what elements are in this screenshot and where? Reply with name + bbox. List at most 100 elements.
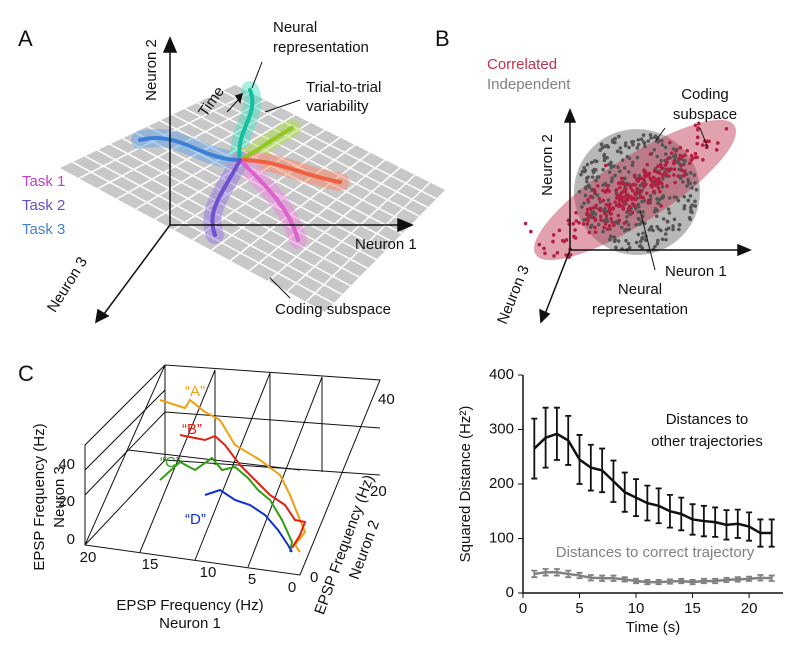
dot (612, 235, 617, 240)
dot (588, 206, 593, 211)
error-bar (553, 568, 560, 577)
error-bar (542, 406, 549, 469)
dot (648, 152, 653, 157)
dot (585, 217, 589, 222)
dot (627, 245, 632, 250)
dot (635, 155, 640, 160)
dot (693, 123, 698, 128)
error-bar (678, 496, 685, 532)
plane-grid (97, 149, 352, 287)
dot (627, 145, 631, 150)
dot (659, 196, 664, 200)
dot (609, 179, 614, 184)
tick-label: 20 (58, 493, 75, 510)
error-bar (553, 406, 560, 461)
dot (586, 175, 590, 180)
dot (678, 145, 683, 150)
dot (619, 150, 623, 155)
task-label: Task 2 (22, 197, 65, 214)
dot (562, 239, 566, 244)
dot (655, 154, 660, 159)
error-bar (746, 575, 753, 582)
annotation: Neural (618, 281, 662, 298)
dot (599, 218, 603, 222)
dot (571, 221, 576, 226)
annotation: representation (273, 39, 369, 56)
error-bar (531, 417, 538, 480)
axis-label: Neuron 1 (355, 236, 417, 253)
dot (644, 191, 649, 196)
dot (649, 136, 653, 140)
x-tick-label: 10 (628, 600, 645, 617)
error-bar (587, 443, 594, 492)
dot (655, 241, 660, 246)
dot (660, 139, 664, 143)
error-bar (666, 578, 673, 585)
tick-label: 40 (58, 456, 75, 473)
dot (592, 215, 596, 220)
dot (666, 156, 671, 161)
dot (663, 232, 668, 236)
axis-label: Neuron 3 (494, 263, 533, 327)
dot (598, 208, 603, 213)
dot (638, 183, 643, 188)
dot (653, 169, 657, 174)
dot (612, 239, 617, 244)
dot (686, 180, 691, 185)
dot (671, 227, 675, 232)
dot (663, 152, 668, 156)
annotation: Coding subspace (275, 301, 391, 318)
dot (543, 251, 547, 256)
dot (656, 181, 661, 186)
tick-label: 10 (200, 564, 217, 581)
dot (674, 149, 678, 153)
x-tick-label: 0 (519, 600, 527, 617)
dot (616, 213, 621, 218)
dot (653, 135, 657, 140)
dot (680, 168, 684, 173)
dot (682, 173, 686, 178)
dot (688, 205, 693, 210)
dot (649, 225, 654, 229)
dot (635, 186, 639, 191)
recorded-trajectories (159, 398, 307, 553)
dot (542, 246, 546, 251)
dot (648, 133, 653, 137)
dot (634, 222, 638, 227)
dot (638, 222, 642, 227)
dot (663, 170, 667, 175)
dot (604, 213, 609, 218)
y-tick-label: 300 (489, 420, 514, 437)
dot (678, 153, 682, 158)
dot (695, 141, 699, 146)
error-bar (621, 471, 628, 513)
dot (667, 174, 671, 178)
dot (529, 229, 533, 234)
dot (686, 198, 691, 203)
dot (629, 195, 633, 200)
axes-a (95, 36, 414, 324)
dot (646, 198, 651, 203)
dot (651, 228, 655, 233)
annotation: Trial-to-trial (306, 79, 381, 96)
dot (636, 216, 641, 221)
axis-label: Neuron 2 (143, 39, 160, 101)
series-line (533, 432, 772, 535)
error-bar (768, 574, 775, 582)
dot (694, 188, 699, 192)
dot (593, 212, 598, 216)
y-tick-label: 400 (489, 366, 514, 383)
dot (657, 176, 661, 181)
dot (707, 139, 711, 144)
dot (626, 222, 631, 227)
dot (693, 155, 698, 160)
dot (696, 121, 701, 126)
dot (641, 133, 646, 137)
dot (668, 140, 672, 145)
dot (643, 238, 648, 242)
dot (615, 149, 620, 154)
annotation: Neural (273, 19, 317, 36)
dot (597, 197, 602, 201)
dot (659, 158, 664, 163)
dot (673, 152, 678, 157)
